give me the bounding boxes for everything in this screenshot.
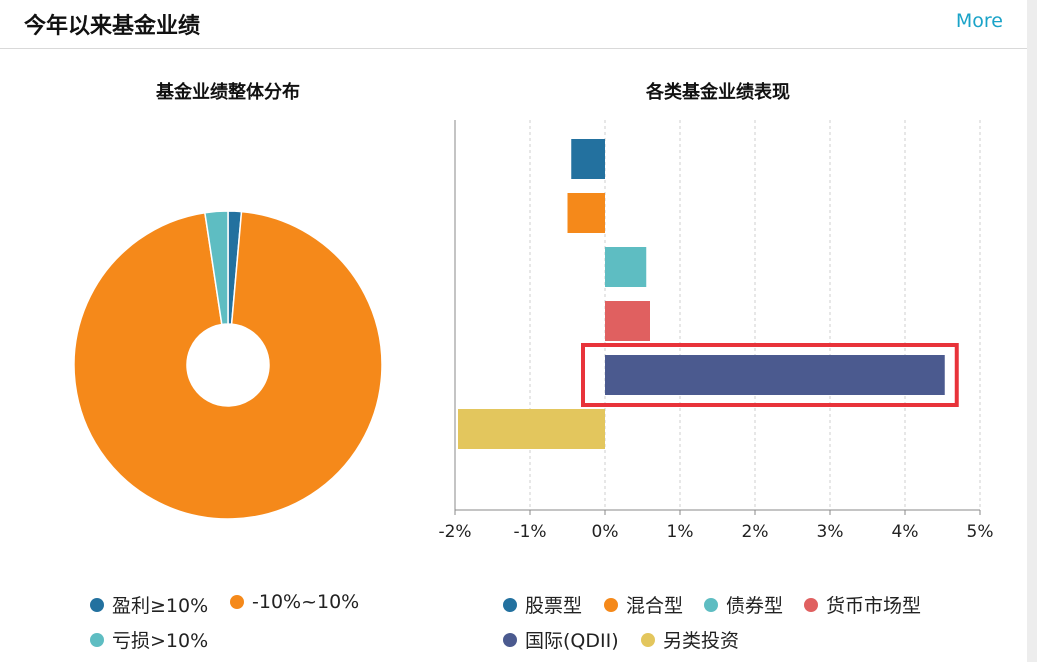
- bar-5: [458, 409, 605, 449]
- legend-dot-icon: [90, 597, 104, 612]
- bar-legend-item-4[interactable]: 国际(QDII): [503, 626, 619, 653]
- legend-label: 亏损>10%: [112, 630, 209, 652]
- legend-label: 国际(QDII): [525, 630, 619, 652]
- bar-3: [605, 301, 650, 341]
- pie-chart: [73, 210, 383, 520]
- legend-dot-icon: [90, 632, 104, 647]
- legend-dot-icon: [503, 632, 517, 647]
- highlight-box: [581, 343, 959, 407]
- more-link[interactable]: More: [955, 10, 1003, 32]
- bar-legend-item-0[interactable]: 股票型: [503, 591, 582, 618]
- legend-label: 另类投资: [663, 630, 740, 652]
- legend-dot-icon: [503, 597, 517, 612]
- legend-label: 债券型: [726, 595, 784, 617]
- pie-chart-title: 基金业绩整体分布: [156, 82, 300, 103]
- pie-legend: 盈利≥10% -10%~10% 亏损>10%: [0, 0, 460, 662]
- x-tick-label: 3%: [817, 522, 844, 542]
- legend-label: 股票型: [525, 595, 583, 617]
- scrollbar-track[interactable]: [1027, 0, 1037, 662]
- x-tick-label: 4%: [892, 522, 919, 542]
- legend-dot-icon: [804, 597, 818, 612]
- x-tick-label: 5%: [967, 522, 994, 542]
- legend-label: 货币市场型: [826, 595, 922, 617]
- bar-legend-item-5[interactable]: 另类投资: [641, 626, 739, 653]
- legend-dot-icon: [641, 632, 655, 647]
- section-header: 今年以来基金业绩 More: [0, 0, 1027, 49]
- bar-4: [605, 355, 945, 395]
- legend-label: 盈利≥10%: [112, 595, 209, 617]
- x-tick-label: 1%: [667, 522, 694, 542]
- bar-chart: -2% -1% 0% 1% 2% 3% 4% 5%: [438, 120, 994, 542]
- x-tick-label: -2%: [438, 522, 471, 542]
- legend-label: 混合型: [626, 595, 684, 617]
- bar-2: [605, 247, 647, 287]
- pie-legend-item-2[interactable]: 亏损>10%: [90, 626, 208, 653]
- pie-legend-item-0[interactable]: 盈利≥10%: [90, 591, 208, 618]
- legend-dot-icon: [230, 595, 244, 609]
- bar-legend-item-2[interactable]: 债券型: [704, 591, 783, 618]
- legend-dot-icon: [704, 597, 718, 612]
- x-tick-label: 0%: [592, 522, 619, 542]
- legend-label: -10%~10%: [252, 591, 360, 613]
- x-tick-label: -1%: [513, 522, 546, 542]
- bar-0: [571, 139, 605, 179]
- bar-1: [567, 193, 605, 233]
- x-tick-label: 2%: [742, 522, 769, 542]
- bar-legend-item-1[interactable]: 混合型: [604, 591, 683, 618]
- pie-slice-2: [204, 210, 229, 326]
- section-title: 今年以来基金业绩: [24, 14, 201, 39]
- bar-legend-item-3[interactable]: 货币市场型: [804, 591, 921, 618]
- pie-slice-1: [73, 210, 383, 520]
- bar-chart-title: 各类基金业绩表现: [646, 82, 790, 103]
- pie-legend-item-1[interactable]: -10%~10%: [230, 591, 359, 613]
- legend-dot-icon: [604, 597, 618, 612]
